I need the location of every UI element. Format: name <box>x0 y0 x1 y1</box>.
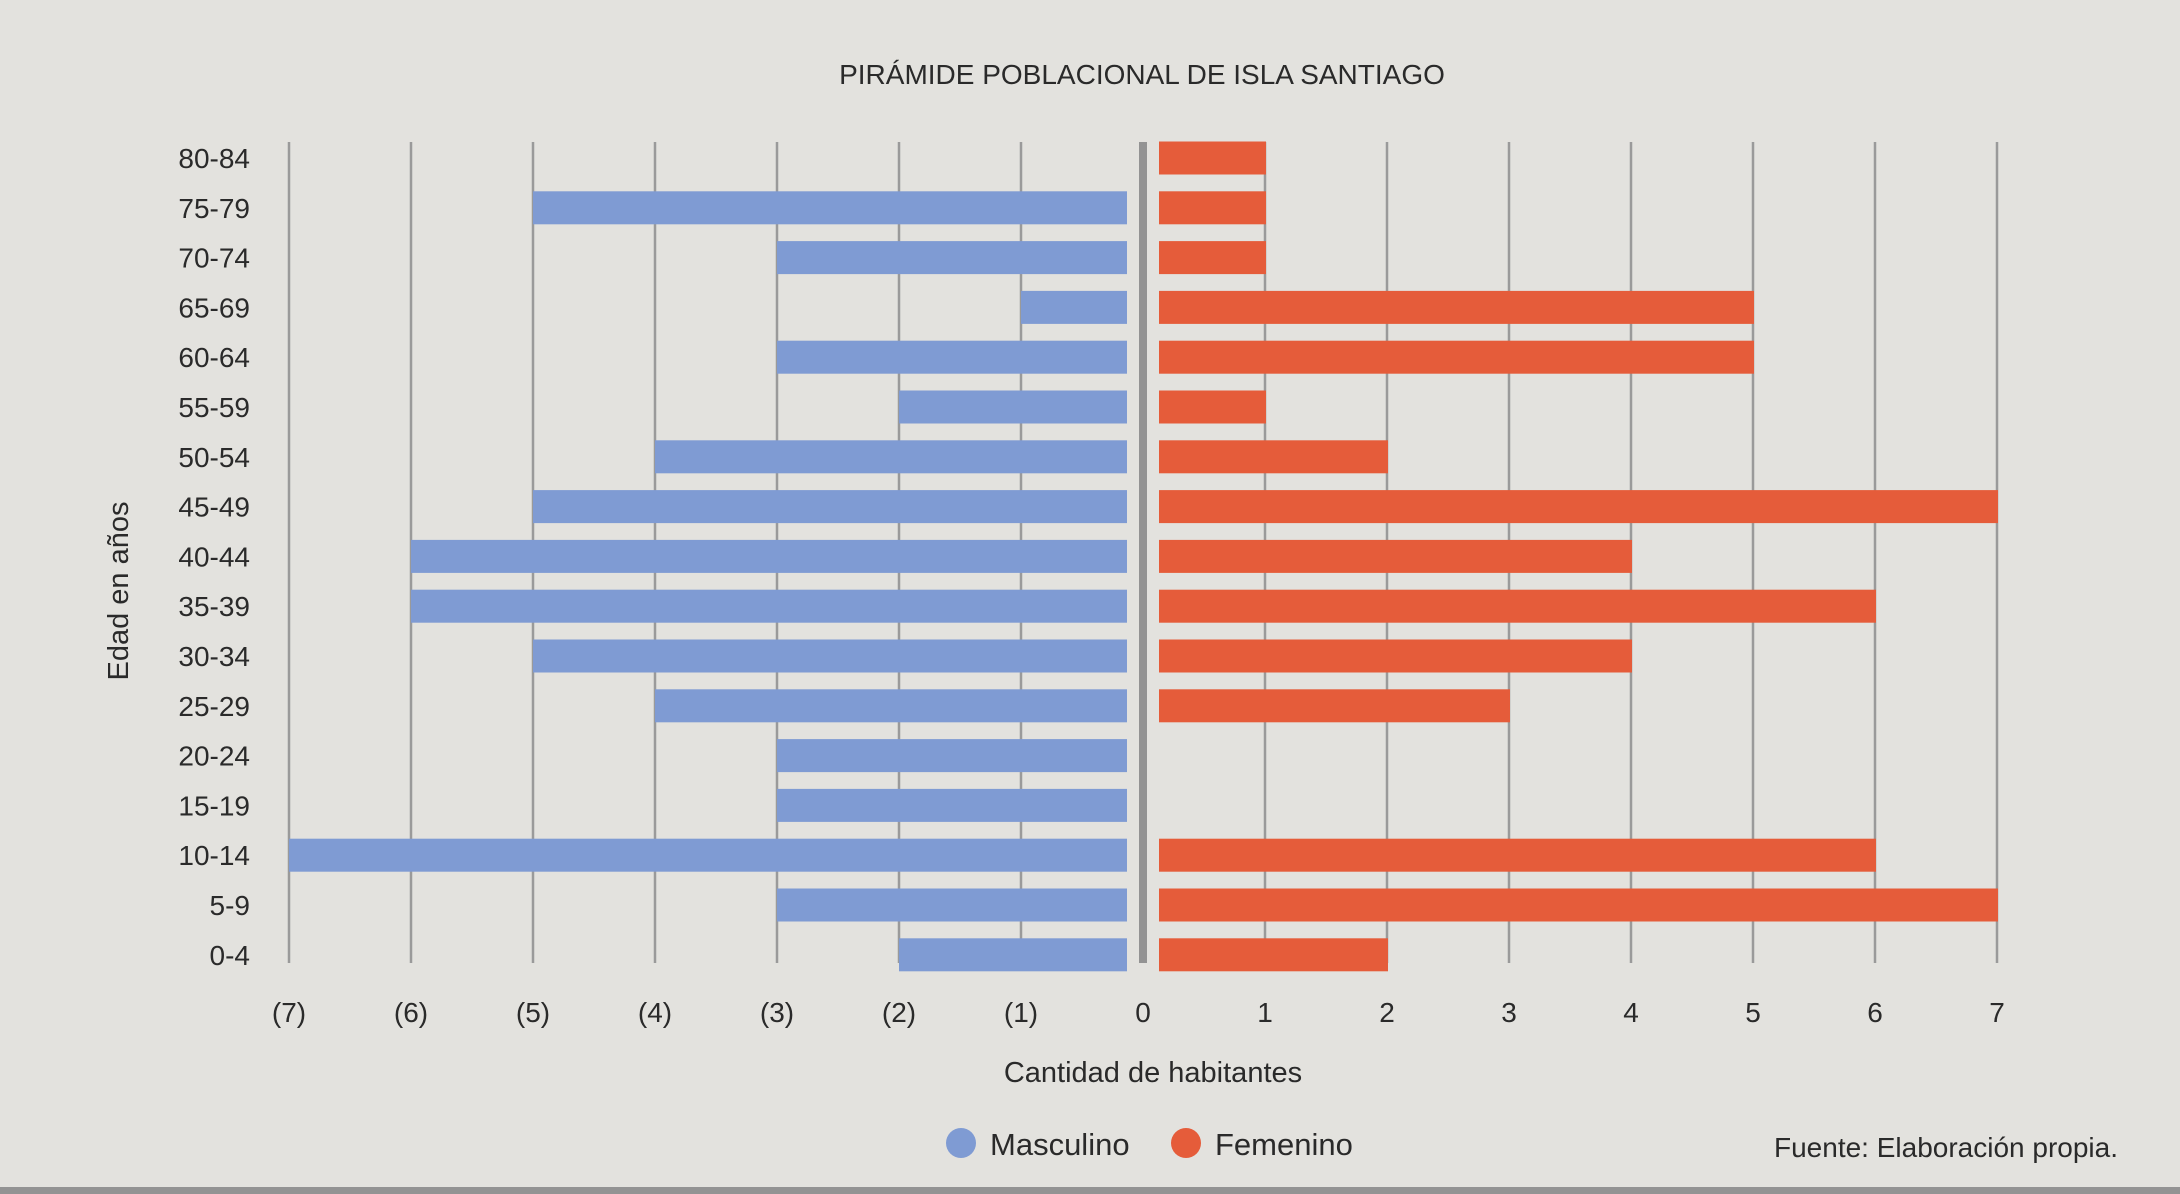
bar-masculino-0-4 <box>899 938 1127 972</box>
y-tick-label: 75-79 <box>178 193 250 224</box>
y-tick-label: 5-9 <box>210 890 250 921</box>
x-tick-label: 5 <box>1745 997 1761 1028</box>
legend-swatch-masculino <box>946 1128 976 1158</box>
y-tick-label: 65-69 <box>178 292 250 323</box>
y-tick-label: 25-29 <box>178 691 250 722</box>
bar-femenino-70-74 <box>1159 241 1266 275</box>
x-tick-labels: (7) (6) (5) (4) (3) (2) (1) 0 1 2 3 4 5 6 7 <box>272 997 2005 1028</box>
bar-masculino-25-29 <box>655 689 1127 723</box>
y-axis-label: Edad en años <box>103 502 135 681</box>
legend-swatch-femenino <box>1171 1128 1201 1158</box>
bar-masculino-55-59 <box>899 390 1127 424</box>
bar-femenino-80-84 <box>1159 141 1266 175</box>
bar-masculino-75-79 <box>533 191 1127 225</box>
y-tick-label: 70-74 <box>178 243 250 274</box>
bar-femenino-35-39 <box>1159 589 1876 623</box>
bar-masculino-5-9 <box>777 888 1127 922</box>
bar-masculino-45-49 <box>533 490 1127 524</box>
y-tick-label: 60-64 <box>178 342 250 373</box>
bottom-border <box>0 1187 2180 1194</box>
x-tick-label: 1 <box>1257 997 1273 1028</box>
x-tick-label: 7 <box>1989 997 2005 1028</box>
legend: Masculino Femenino <box>946 1127 1353 1162</box>
y-tick-label: 35-39 <box>178 591 250 622</box>
y-tick-label: 20-24 <box>178 741 250 772</box>
bar-masculino-65-69 <box>1021 290 1127 324</box>
bar-femenino-60-64 <box>1159 340 1754 374</box>
bar-femenino-45-49 <box>1159 490 1998 524</box>
bar-masculino-70-74 <box>777 241 1127 275</box>
bar-masculino-40-44 <box>411 539 1127 573</box>
y-tick-label: 10-14 <box>178 840 250 871</box>
y-tick-label: 45-49 <box>178 492 250 523</box>
x-tick-label: (4) <box>638 997 672 1028</box>
x-tick-label: 6 <box>1867 997 1883 1028</box>
legend-label-femenino: Femenino <box>1215 1127 1353 1162</box>
x-tick-label: 0 <box>1135 997 1151 1028</box>
bar-femenino-40-44 <box>1159 539 1632 573</box>
bar-femenino-75-79 <box>1159 191 1266 225</box>
x-tick-label: (6) <box>394 997 428 1028</box>
x-tick-label: 3 <box>1501 997 1517 1028</box>
x-tick-label: (1) <box>1004 997 1038 1028</box>
bar-femenino-55-59 <box>1159 390 1266 424</box>
bar-femenino-65-69 <box>1159 290 1754 324</box>
y-tick-label: 80-84 <box>178 143 250 174</box>
bar-femenino-10-14 <box>1159 838 1876 872</box>
bar-femenino-5-9 <box>1159 888 1998 922</box>
y-tick-label: 40-44 <box>178 541 250 572</box>
bar-masculino-60-64 <box>777 340 1127 374</box>
bar-masculino-30-34 <box>533 639 1127 673</box>
bar-femenino-50-54 <box>1159 440 1388 474</box>
y-tick-labels: 80-84 75-79 70-74 65-69 60-64 55-59 50-54 45-49… <box>178 143 250 971</box>
source-note: Fuente: Elaboración propia. <box>1774 1132 2118 1163</box>
x-tick-label: 2 <box>1379 997 1395 1028</box>
x-tick-label: 4 <box>1623 997 1639 1028</box>
bar-femenino-30-34 <box>1159 639 1632 673</box>
y-tick-label: 30-34 <box>178 641 250 672</box>
bar-masculino-35-39 <box>411 589 1127 623</box>
y-tick-label: 50-54 <box>178 442 250 473</box>
bar-femenino-25-29 <box>1159 689 1510 723</box>
y-tick-label: 0-4 <box>210 940 250 971</box>
bars <box>289 141 1998 972</box>
bar-masculino-20-24 <box>777 739 1127 773</box>
x-tick-label: (7) <box>272 997 306 1028</box>
bar-masculino-15-19 <box>777 788 1127 822</box>
y-tick-label: 15-19 <box>178 790 250 821</box>
chart-title: PIRÁMIDE POBLACIONAL DE ISLA SANTIAGO <box>839 59 1445 90</box>
x-axis-label: Cantidad de habitantes <box>1004 1057 1302 1089</box>
zero-axis-bar <box>1139 142 1147 963</box>
x-tick-label: (3) <box>760 997 794 1028</box>
x-tick-label: (2) <box>882 997 916 1028</box>
bar-masculino-10-14 <box>289 838 1127 872</box>
bar-femenino-0-4 <box>1159 938 1388 972</box>
x-tick-label: (5) <box>516 997 550 1028</box>
bar-masculino-50-54 <box>655 440 1127 474</box>
y-tick-label: 55-59 <box>178 392 250 423</box>
legend-label-masculino: Masculino <box>990 1127 1130 1162</box>
